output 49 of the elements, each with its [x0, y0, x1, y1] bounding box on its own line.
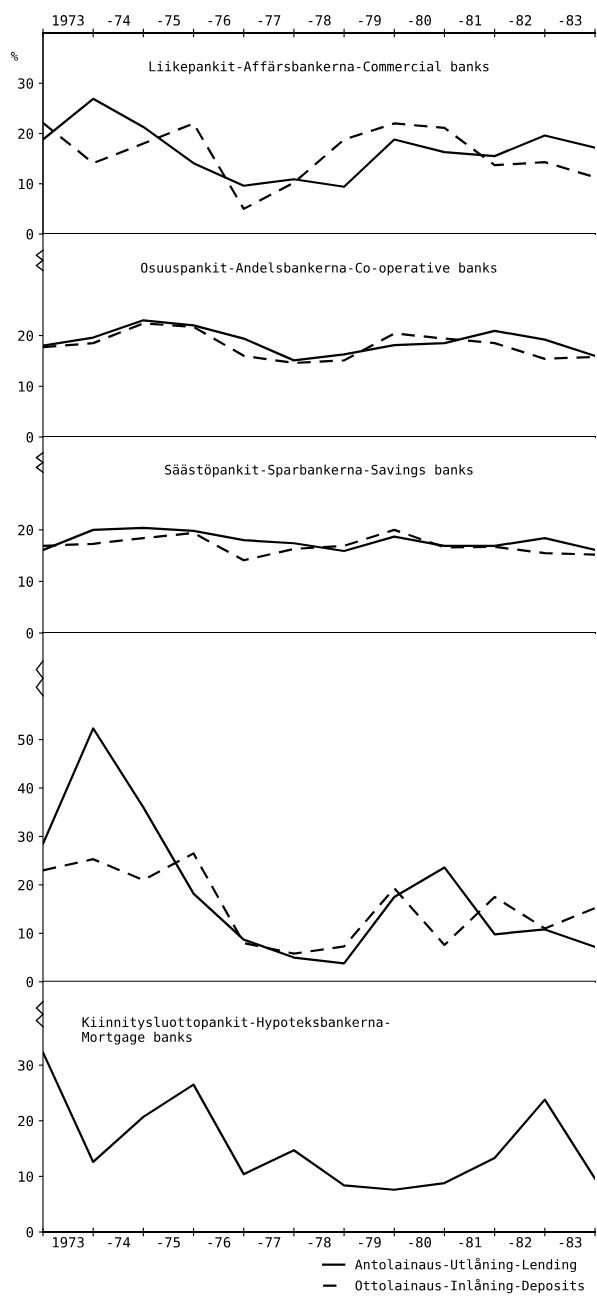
x-tick-label: -81 — [459, 1237, 482, 1248]
y-tick-label: 20 — [18, 879, 34, 891]
x-tick-label: -82 — [509, 15, 532, 26]
text: Säästöpankit-Sparbankerna-Savings banks — [165, 464, 473, 478]
y-tick-label: 30 — [18, 78, 34, 89]
y-tick-label: 10 — [18, 1171, 34, 1182]
x-tick-label: -76 — [208, 15, 231, 26]
x-tick-label: -77 — [258, 15, 281, 26]
legend-label: Ottolainaus-Inlåning-Deposits — [355, 1278, 584, 1294]
text: Kiinnitysluottopankit-Hypoteksbankerna- Mortgage banks — [82, 1016, 390, 1045]
x-tick-label: -83 — [559, 15, 582, 26]
x-tick-label: -74 — [108, 15, 131, 26]
x-tick-label: -75 — [158, 1237, 180, 1248]
x-tick-label: 1973 — [53, 15, 84, 26]
y-tick-label: 10 — [18, 381, 34, 392]
text: Osuuspankit-Andelsbankerna-Co-operative banks — [141, 262, 497, 276]
x-tick-label: -79 — [359, 15, 381, 26]
x-tick-label: -74 — [108, 1237, 131, 1248]
y-tick-label: 10 — [18, 178, 34, 190]
x-tick-label: -81 — [459, 15, 482, 26]
y-tick-label: 10 — [18, 576, 34, 587]
x-tick-label: -80 — [409, 15, 432, 26]
y-axis-title: % — [10, 51, 18, 61]
y-tick-label: 0 — [26, 1227, 34, 1238]
y-tick-label: 50 — [18, 734, 34, 746]
x-tick-label: -76 — [208, 1237, 231, 1248]
x-tick-label: -75 — [158, 15, 180, 26]
y-tick-label: 0 — [26, 976, 34, 988]
y-tick-label: 30 — [18, 831, 34, 842]
x-tick-label: -83 — [559, 1237, 582, 1248]
y-tick-label: 0 — [26, 432, 34, 443]
y-tick-label: 0 — [26, 229, 34, 240]
y-tick-label: 0 — [26, 628, 34, 639]
y-tick-label: 20 — [18, 330, 34, 342]
y-tick-label: 20 — [18, 524, 34, 536]
text: Liikepankit-Affärsbankerna-Commercial banks — [149, 61, 489, 74]
x-tick-label: -78 — [308, 1237, 331, 1248]
x-tick-label: -80 — [409, 1237, 432, 1248]
x-tick-label: -77 — [258, 1237, 281, 1248]
y-tick-label: 20 — [18, 1115, 34, 1127]
x-tick-label: -79 — [359, 1237, 381, 1248]
y-tick-label: 30 — [18, 1060, 34, 1071]
y-tick-label: 40 — [17, 783, 34, 794]
x-tick-label: 1973 — [53, 1237, 84, 1248]
y-tick-label: 20 — [18, 128, 34, 140]
y-tick-label: 10 — [18, 928, 34, 939]
x-tick-label: -78 — [308, 15, 331, 26]
x-tick-label: -82 — [509, 1237, 532, 1248]
legend-label: Antolainaus-Utlåning-Lending — [355, 1257, 576, 1273]
